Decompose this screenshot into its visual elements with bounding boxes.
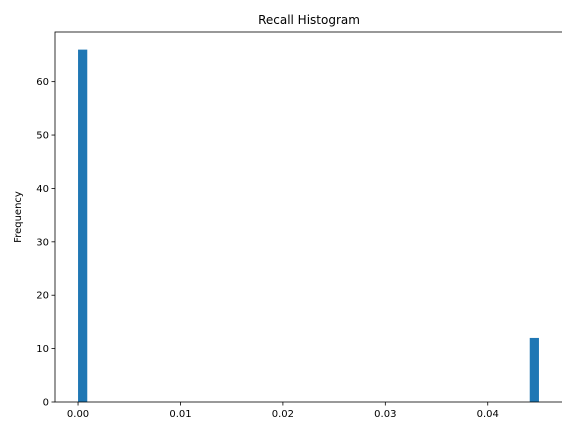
histogram-bar-0 (78, 49, 88, 402)
x-tick-label-1: 0.01 (169, 409, 191, 420)
bars-group (78, 49, 539, 402)
y-tick-label-2: 20 (36, 291, 49, 302)
histogram-bar-1 (529, 337, 539, 402)
chart-title: Recall Histogram (258, 13, 360, 27)
y-tick-label-6: 60 (36, 77, 49, 88)
y-tick-label-5: 50 (36, 131, 49, 142)
x-tick-label-4: 0.04 (477, 409, 499, 420)
y-tick-label-1: 10 (36, 344, 49, 355)
y-tick-label-4: 40 (36, 184, 49, 195)
y-tick-label-3: 30 (36, 237, 49, 248)
y-axis-label: Frequency (13, 191, 24, 243)
x-tick-label-2: 0.02 (272, 409, 294, 420)
x-tick-label-0: 0.00 (67, 409, 89, 420)
plot-frame (54, 31, 562, 403)
x-axis-ticks: 0.00 0.01 0.02 0.03 0.04 (67, 402, 499, 420)
x-tick-label-3: 0.03 (374, 409, 396, 420)
y-tick-label-0: 0 (43, 398, 49, 409)
y-axis-ticks: 0 10 20 30 40 50 60 (36, 77, 55, 409)
